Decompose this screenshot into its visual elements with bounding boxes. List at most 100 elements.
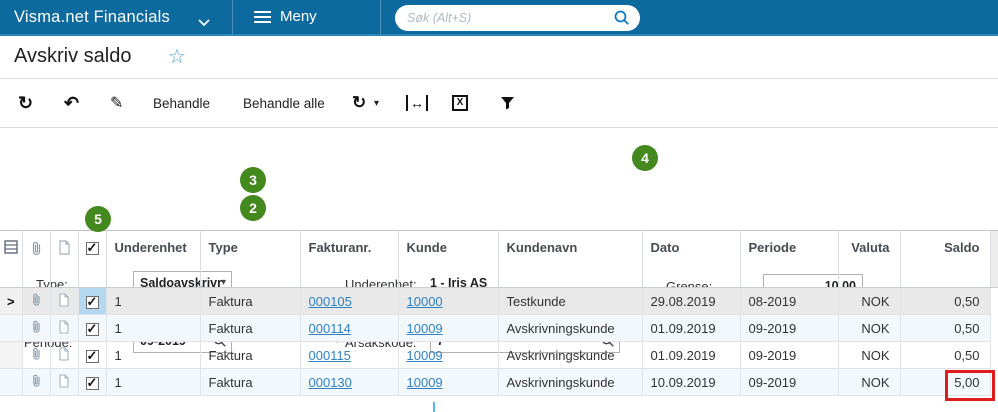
row-checkbox[interactable] (78, 287, 107, 315)
cell-kundenavn: Avskrivningskunde (498, 314, 643, 342)
cell-fakturanr: 000115 (300, 341, 399, 369)
paperclip-icon[interactable] (22, 287, 51, 315)
cell-periode: 09-2019 (740, 341, 839, 369)
column-header-type[interactable]: Type (200, 230, 301, 288)
cell-type: Faktura (200, 341, 301, 369)
active-row-indicator: > (0, 287, 23, 315)
table-row[interactable]: 1 Faktura 000115 10009 Avskrivningskunde… (0, 341, 998, 369)
column-header-periode[interactable]: Periode (740, 230, 839, 288)
kunde-link[interactable]: 10009 (406, 320, 443, 336)
header-gutter (990, 230, 998, 288)
kunde-link[interactable]: 10000 (406, 293, 443, 309)
paperclip-icon[interactable] (22, 341, 51, 369)
app-title[interactable]: Visma.net Financials (14, 8, 170, 26)
cell-kunde: 10000 (398, 287, 499, 315)
cell-kunde: 10009 (398, 341, 499, 369)
row-checkbox[interactable] (78, 368, 107, 396)
annotation-badge-2: 2 (240, 195, 266, 221)
column-header-fakturanr[interactable]: Fakturanr. (300, 230, 399, 288)
column-header-valuta[interactable]: Valuta (838, 230, 901, 288)
grid-tools-icon[interactable] (0, 230, 23, 288)
paperclip-column-icon (22, 230, 51, 288)
row-indicator-cell (0, 368, 23, 396)
fit-width-icon[interactable]: ↔ (406, 95, 428, 111)
filter-icon[interactable] (500, 79, 515, 127)
row-checkbox[interactable] (78, 341, 107, 369)
select-all-checkbox[interactable] (78, 230, 107, 288)
document-column-icon (50, 230, 79, 288)
cell-kunde: 10009 (398, 368, 499, 396)
cell-kundenavn: Avskrivningskunde (498, 368, 643, 396)
document-icon[interactable] (50, 314, 79, 342)
cell-fakturanr: 000130 (300, 368, 399, 396)
cell-periode: 08-2019 (740, 287, 839, 315)
cell-valuta: NOK (838, 314, 901, 342)
column-header-kundenavn[interactable]: Kundenavn (498, 230, 643, 288)
cell-dato: 01.09.2019 (642, 341, 741, 369)
cell-periode: 09-2019 (740, 314, 839, 342)
cell-valuta: NOK (838, 287, 901, 315)
cell-valuta: NOK (838, 368, 901, 396)
table-row[interactable]: 1 Faktura 000114 10009 Avskrivningskunde… (0, 314, 998, 342)
column-header-dato[interactable]: Dato (642, 230, 741, 288)
fakturanr-link[interactable]: 000105 (308, 293, 352, 309)
chevron-down-icon[interactable] (198, 14, 210, 32)
page-title: Avskriv saldo (14, 45, 132, 67)
edit-pencil-icon[interactable]: ✎ (110, 95, 124, 112)
scheduled-refresh-icon[interactable]: ↻ (352, 93, 367, 112)
document-icon[interactable] (50, 368, 79, 396)
fakturanr-link[interactable]: 000114 (308, 320, 351, 336)
cell-underenhet: 1 (106, 368, 201, 396)
row-gutter (990, 341, 998, 369)
cell-fakturanr: 000114 (300, 314, 399, 342)
refresh-dropdown-caret-icon[interactable]: ▾ (374, 97, 380, 109)
paperclip-icon[interactable] (22, 314, 51, 342)
undo-icon[interactable]: ↶ (64, 92, 80, 113)
column-header-kunde[interactable]: Kunde (398, 230, 499, 288)
paperclip-icon[interactable] (22, 368, 51, 396)
row-checkbox[interactable] (78, 314, 107, 342)
annotation-badge-4: 4 (632, 145, 658, 171)
hamburger-menu-icon[interactable] (254, 11, 271, 26)
search-icon[interactable] (614, 10, 630, 26)
favorite-star-icon[interactable]: ☆ (168, 46, 186, 68)
cell-dato: 29.08.2019 (642, 287, 741, 315)
row-indicator-cell (0, 314, 23, 342)
cell-type: Faktura (200, 287, 301, 315)
fakturanr-link[interactable]: 000115 (308, 347, 351, 363)
cell-kundenavn: Testkunde (498, 287, 643, 315)
refresh-icon[interactable]: ↻ (18, 92, 34, 113)
annotation-badge-5: 5 (85, 206, 111, 232)
cell-periode: 09-2019 (740, 368, 839, 396)
table-row[interactable]: 1 Faktura 000130 10009 Avskrivningskunde… (0, 368, 998, 396)
column-header-saldo[interactable]: Saldo (900, 230, 991, 288)
table-header-row: Underenhet Type Fakturanr. Kunde Kundena… (0, 230, 998, 288)
document-icon[interactable] (50, 341, 79, 369)
cell-saldo: 0,50 (900, 341, 991, 369)
behandle-alle-button[interactable]: Behandle alle (243, 95, 325, 111)
topbar-divider (380, 0, 381, 34)
cell-saldo: 0,50 (900, 314, 991, 342)
search-input[interactable] (407, 6, 602, 30)
fakturanr-link[interactable]: 000130 (308, 374, 352, 390)
cell-underenhet: 1 (106, 341, 201, 369)
column-header-underenhet[interactable]: Underenhet (106, 230, 201, 288)
page-header: Avskriv saldo ☆ (0, 36, 998, 79)
menu-button[interactable]: Meny (280, 8, 317, 25)
cell-type: Faktura (200, 368, 301, 396)
row-gutter (990, 287, 998, 315)
documents-table: Underenhet Type Fakturanr. Kunde Kundena… (0, 230, 998, 396)
export-excel-icon[interactable]: X (452, 79, 468, 127)
kunde-link[interactable]: 10009 (406, 374, 443, 390)
cell-underenhet: 1 (106, 314, 201, 342)
annotation-badge-3: 3 (240, 167, 266, 193)
grid-toolbar: ↻ ↶ ✎ Behandle Behandle alle ↻ ▾ ↔ X (0, 79, 998, 128)
behandle-button[interactable]: Behandle (153, 95, 211, 111)
annotation-highlight-box (945, 370, 995, 401)
kunde-link[interactable]: 10009 (406, 347, 443, 363)
table-row[interactable]: > 1 Faktura 000105 10000 Testkunde 29.08… (0, 287, 998, 315)
global-search[interactable] (395, 5, 640, 31)
document-icon[interactable] (50, 287, 79, 315)
row-indicator-cell (0, 341, 23, 369)
